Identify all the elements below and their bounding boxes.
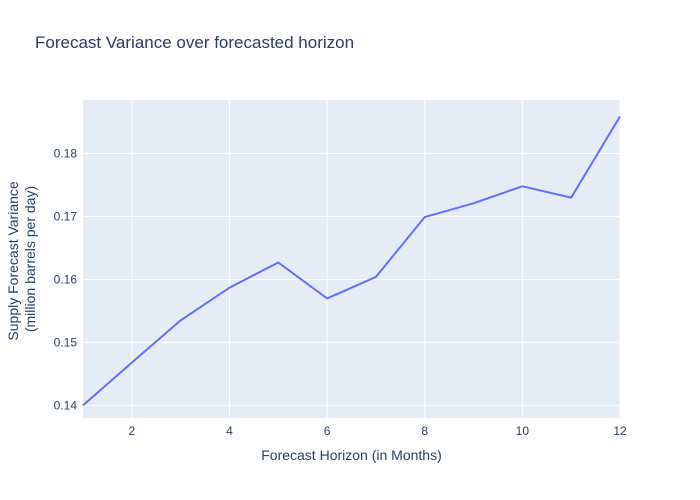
chart-title: Forecast Variance over forecasted horizo… <box>35 33 355 52</box>
y-axis-title-line-1: Supply Forecast Variance <box>5 181 21 340</box>
x-tick-labels: 2 4 6 8 10 12 <box>128 424 627 438</box>
x-tick-label: 12 <box>613 424 627 438</box>
y-axis-title: Supply Forecast Variance (million barrel… <box>5 177 38 340</box>
x-tick-label: 6 <box>324 424 331 438</box>
y-tick-label: 0.14 <box>54 398 78 412</box>
y-axis-title-line-2: (million barrels per day) <box>22 186 38 332</box>
y-gridlines <box>83 153 620 406</box>
y-tick-label: 0.16 <box>54 272 78 286</box>
x-axis-title: Forecast Horizon (in Months) <box>261 447 442 463</box>
series-line <box>82 115 621 407</box>
y-tick-label: 0.17 <box>54 209 78 223</box>
x-tick-label: 10 <box>516 424 530 438</box>
y-tick-label: 0.15 <box>54 335 78 349</box>
x-gridlines <box>131 100 621 418</box>
series-layer <box>82 115 621 407</box>
x-tick-label: 4 <box>226 424 233 438</box>
y-tick-label: 0.18 <box>54 147 78 161</box>
x-tick-label: 8 <box>421 424 428 438</box>
y-tick-labels: 0.14 0.15 0.16 0.17 0.18 <box>54 147 78 413</box>
x-tick-label: 2 <box>128 424 135 438</box>
plot-area <box>83 100 620 418</box>
